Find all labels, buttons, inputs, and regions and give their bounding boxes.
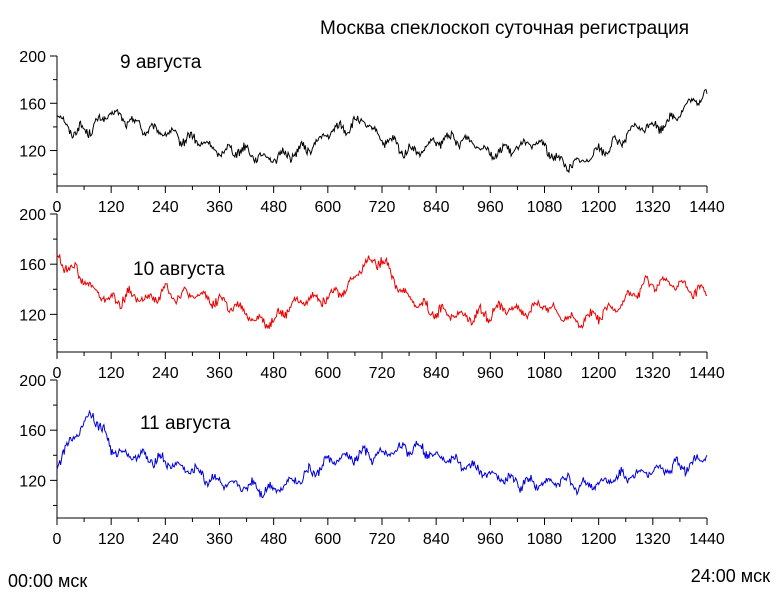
end-time-label: 24:00 мск <box>690 566 770 586</box>
panel1-x-tick-label: 1200 <box>581 199 617 216</box>
panel3-x-tick-label: 0 <box>53 531 62 548</box>
panel3-x-tick-label: 1080 <box>527 531 563 548</box>
panel2-y-tick-label: 160 <box>19 257 46 274</box>
panel2-x-tick-label: 1440 <box>689 365 725 382</box>
panel1-x-tick-label: 840 <box>423 199 450 216</box>
panel1-y-tick-label: 200 <box>19 49 46 66</box>
panel1-x-tick-label: 600 <box>314 199 341 216</box>
panel3-x-tick-label: 240 <box>152 531 179 548</box>
panel1-x-tick-label: 120 <box>98 199 125 216</box>
panel2-x-tick-label: 240 <box>152 365 179 382</box>
panel3-date-label: 11 августа <box>140 413 231 434</box>
panel2-x-tick-label: 360 <box>206 365 233 382</box>
panel2-series-line <box>56 254 708 330</box>
panel1-x-tick-label: 1080 <box>527 199 563 216</box>
panel3-x-tick-label: 1320 <box>635 531 671 548</box>
panel3-x-tick-label: 600 <box>314 531 341 548</box>
panel2-x-tick-label: 120 <box>98 365 125 382</box>
panel2-y-tick-label: 200 <box>19 207 46 224</box>
panel1-x-tick-label: 360 <box>206 199 233 216</box>
panel3-x-tick-label: 720 <box>369 531 396 548</box>
panel3-x-tick-label: 840 <box>423 531 450 548</box>
panel3-x-tick-label: 360 <box>206 531 233 548</box>
panel1-series-line <box>56 89 708 174</box>
panel2-x-tick-label: 840 <box>423 365 450 382</box>
panel1-y-tick-label: 120 <box>19 144 46 161</box>
panel1-date-label: 9 августа <box>120 52 202 73</box>
panel1-x-tick-label: 1320 <box>635 199 671 216</box>
panel1-x-tick-label: 720 <box>369 199 396 216</box>
panel2-x-tick-label: 1320 <box>635 365 671 382</box>
panel1-x-tick-label: 1440 <box>689 199 725 216</box>
panel1-x-tick-label: 960 <box>477 199 504 216</box>
panel2-x-tick-label: 600 <box>314 365 341 382</box>
panel2-x-tick-label: 960 <box>477 365 504 382</box>
panel2-x-tick-label: 1200 <box>581 365 617 382</box>
panel1-x-tick-label: 240 <box>152 199 179 216</box>
panel2-x-tick-label: 720 <box>369 365 396 382</box>
panel2-date-label: 10 августа <box>133 259 225 280</box>
panel1-x-tick-label: 480 <box>260 199 287 216</box>
panel3-y-tick-label: 120 <box>19 473 46 490</box>
start-time-label: 00:00 мск <box>8 571 88 591</box>
panel1-y-tick-label: 160 <box>19 96 46 113</box>
panel2-y-tick-label: 120 <box>19 307 46 324</box>
panel3-y-tick-label: 160 <box>19 423 46 440</box>
panel3-x-tick-label: 1200 <box>581 531 617 548</box>
panel3-x-tick-label: 480 <box>260 531 287 548</box>
panel2-x-tick-label: 1080 <box>527 365 563 382</box>
panel3-y-tick-label: 200 <box>19 373 46 390</box>
panel2-x-tick-label: 480 <box>260 365 287 382</box>
panel1-x-tick-label: 0 <box>53 199 62 216</box>
panel3-series-line <box>56 409 708 499</box>
panel2-x-tick-label: 0 <box>53 365 62 382</box>
panel3-x-tick-label: 1440 <box>689 531 725 548</box>
figure-title: Москва спеклоскоп суточная регистрация <box>320 18 690 39</box>
panel3-x-tick-label: 960 <box>477 531 504 548</box>
panel3-x-tick-label: 120 <box>98 531 125 548</box>
